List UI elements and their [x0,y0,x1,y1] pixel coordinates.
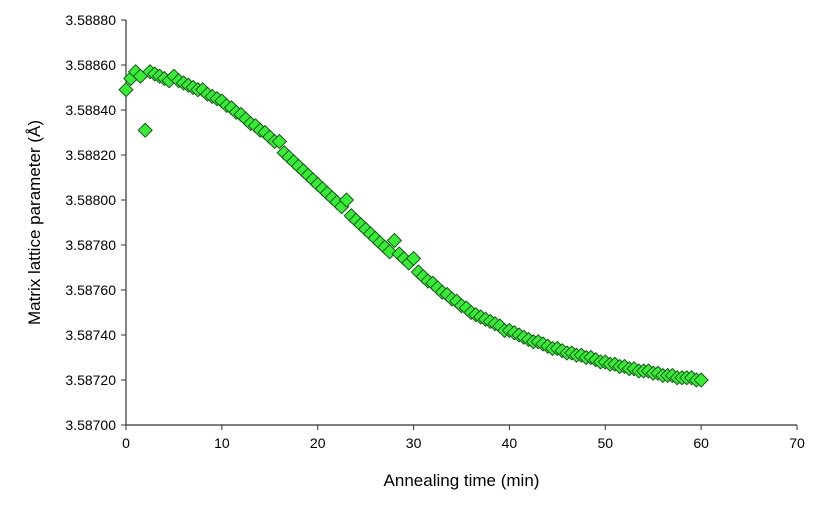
x-tick-label: 20 [310,435,326,451]
y-tick-label: 3.58740 [65,327,116,343]
x-tick-label: 10 [214,435,230,451]
x-tick-label: 60 [693,435,709,451]
x-tick-label: 0 [122,435,130,451]
data-points [118,64,709,388]
y-tick-label: 3.58700 [65,417,116,433]
tick-labels: 3.58700 3.58720 3.58740 3.58760 3.58780 3.588… [65,12,805,451]
y-tick-label: 3.58760 [65,282,116,298]
y-tick-label: 3.58860 [65,57,116,73]
data-point [118,82,134,98]
x-tick-label: 40 [502,435,518,451]
y-tick-label: 3.58800 [65,192,116,208]
data-point [386,232,403,249]
data-point [693,372,709,388]
y-tick-label: 3.58780 [65,237,116,253]
y-tick-label: 3.58820 [65,147,116,163]
axes [121,19,798,430]
y-tick-label: 3.58720 [65,372,116,388]
x-axis-title: Annealing time (min) [384,471,540,490]
data-point [137,122,153,138]
y-tick-label: 3.58840 [65,102,116,118]
y-axis-title: Matrix lattice parameter (Å) [25,120,44,325]
x-tick-label: 50 [597,435,613,451]
y-tick-label: 3.58880 [65,12,116,28]
x-tick-label: 70 [789,435,805,451]
x-tick-label: 30 [406,435,422,451]
data-point [405,250,422,267]
data-point [271,133,288,150]
data-point [338,192,355,208]
